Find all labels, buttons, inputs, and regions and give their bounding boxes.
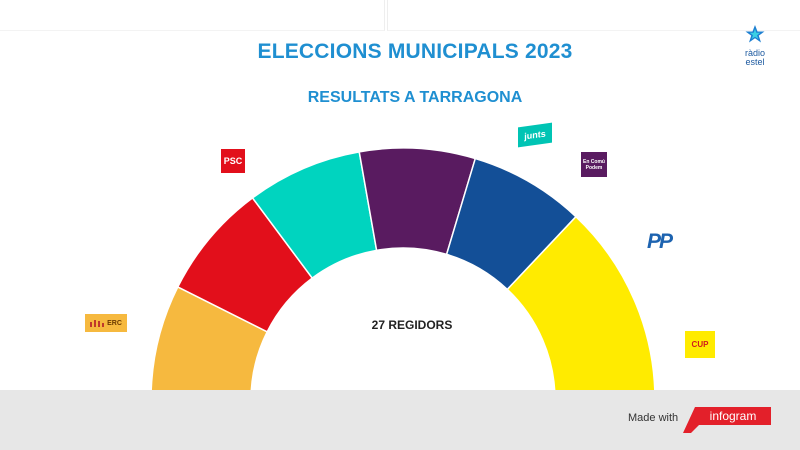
chart-subtitle: RESULTATS A TARRAGONA (307, 89, 523, 106)
footer-bar: Made with infogram (0, 390, 800, 450)
chart-title: ELECCIONS MUNICIPALS 2023 (257, 40, 573, 63)
station-logo-line-1: ràdio (744, 48, 765, 58)
en-comu-podem-logo-text: En Comú Podem (583, 158, 605, 171)
psc-logo-text: PSC (223, 156, 243, 166)
star-icon (745, 25, 765, 43)
radio-estel-logo[interactable]: ràdio estel (735, 24, 775, 67)
window-tab-edge-left (0, 0, 385, 31)
window-tab-edge-right (387, 0, 800, 31)
pp-logo-text: PP (646, 230, 673, 253)
infogram-logo[interactable]: infogram (683, 407, 771, 433)
en-comu-podem-logo[interactable]: En Comú Podem (581, 152, 607, 177)
infogram-logo-text: infogram (710, 409, 757, 423)
junts-logo-text: junts (524, 128, 546, 142)
total-seats-label: 27 REGIDORS (371, 318, 453, 332)
erc-logo-text: ERC (107, 319, 122, 327)
made-with-text: Made with (628, 412, 679, 424)
psc-logo[interactable]: PSC (221, 149, 245, 173)
cup-logo-text: CUP (691, 340, 709, 349)
station-logo-line-2: estel (745, 57, 765, 67)
cup-logo[interactable]: CUP (685, 331, 715, 358)
erc-bars-icon (90, 320, 105, 327)
erc-logo[interactable]: ERC (85, 314, 127, 332)
pp-logo[interactable]: PP (640, 229, 678, 255)
